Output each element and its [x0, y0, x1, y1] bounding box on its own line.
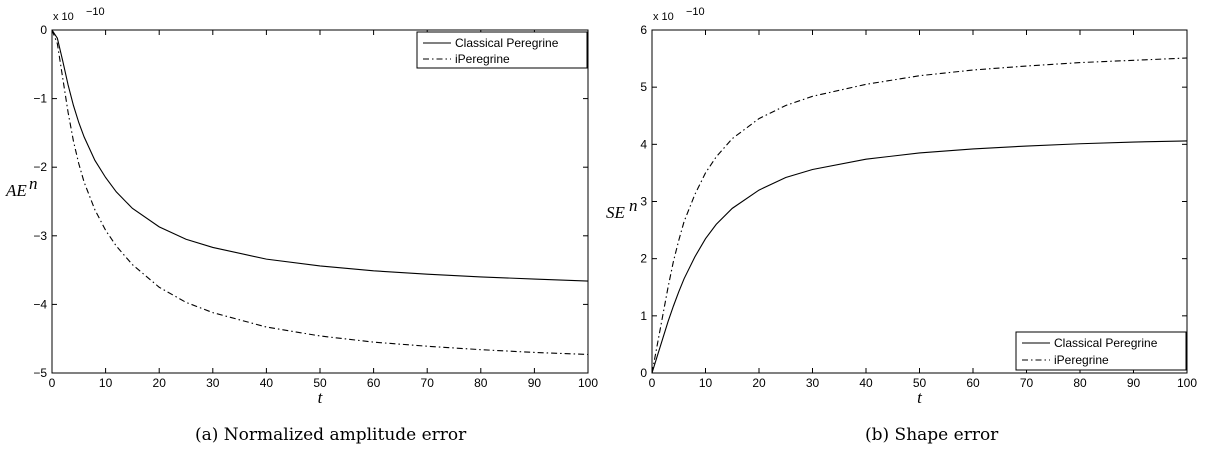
- y-axis-label: SE: [606, 203, 626, 222]
- y-exponent-label: x 10: [653, 11, 674, 23]
- y-axis-label-superscript: n: [29, 174, 38, 193]
- y-tick-label: −4: [33, 297, 47, 311]
- y-tick-label: −5: [33, 366, 47, 380]
- x-tick-label: 90: [1127, 376, 1141, 390]
- y-exponent-power: −10: [686, 6, 705, 18]
- y-tick-label: 3: [640, 195, 647, 209]
- y-exponent-power: −10: [86, 6, 105, 18]
- y-exponent-label: x 10: [53, 11, 74, 23]
- y-tick-label: 1: [640, 309, 647, 323]
- x-tick-label: 40: [260, 376, 274, 390]
- x-tick-label: 70: [1020, 376, 1034, 390]
- x-tick-label: 50: [313, 376, 327, 390]
- x-tick-label: 10: [699, 376, 713, 390]
- series-line-iperegrine: [51, 29, 589, 356]
- x-tick-label: 50: [913, 376, 927, 390]
- y-axis-label-superscript: n: [629, 196, 638, 215]
- x-tick-label: 10: [99, 376, 113, 390]
- legend: Classical Peregrine iPeregrine: [416, 31, 588, 69]
- x-tick-label: 20: [153, 376, 167, 390]
- legend-box: [1015, 331, 1187, 371]
- y-tick-label: 6: [640, 23, 647, 37]
- plot-frame: [51, 29, 589, 374]
- x-tick-label: 80: [474, 376, 488, 390]
- x-axis-label: t: [318, 388, 324, 407]
- x-tick-label: 100: [1177, 376, 1197, 390]
- x-tick-label: 60: [966, 376, 980, 390]
- y-tick-label: 2: [640, 252, 647, 266]
- legend-box: [416, 31, 588, 69]
- series-line-classical-peregrine: [651, 140, 1188, 374]
- x-tick-label: 40: [859, 376, 873, 390]
- x-axis-label: t: [917, 388, 923, 407]
- x-tick-label: 70: [421, 376, 435, 390]
- x-tick-label: 60: [367, 376, 381, 390]
- x-tick-label: 0: [649, 376, 656, 390]
- legend-label: Classical Peregrine: [455, 36, 559, 50]
- chart-shape-error: 0 10 20 30 40 50 60 70 80 90 100 0 1 2 3 4 5 6 x 10 −10 t SE n…: [606, 6, 1197, 445]
- legend-label: iPeregrine: [1054, 353, 1109, 367]
- x-tick-label: 90: [528, 376, 542, 390]
- x-tick-label: 0: [49, 376, 56, 390]
- y-tick-label: −1: [33, 92, 47, 106]
- chart-caption: (b) Shape error: [865, 425, 999, 445]
- plot-frame: [651, 29, 1188, 374]
- y-tick-label: 0: [640, 366, 647, 380]
- y-tick-label: −2: [33, 160, 47, 174]
- y-axis-label: AE: [5, 181, 27, 200]
- legend-label: iPeregrine: [455, 52, 510, 66]
- x-tick-label: 20: [752, 376, 766, 390]
- legend-label: Classical Peregrine: [1054, 336, 1158, 350]
- y-tick-label: 5: [640, 80, 647, 94]
- series-line-iperegrine: [651, 57, 1188, 374]
- chart-caption: (a) Normalized amplitude error: [195, 425, 467, 445]
- x-tick-label: 80: [1073, 376, 1087, 390]
- x-tick-label: 30: [206, 376, 220, 390]
- y-tick-label: 0: [40, 23, 47, 37]
- y-tick-label: 4: [640, 137, 647, 151]
- x-tick-label: 100: [578, 376, 598, 390]
- y-tick-label: −3: [33, 229, 47, 243]
- x-tick-label: 30: [806, 376, 820, 390]
- legend: Classical Peregrine iPeregrine: [1015, 331, 1187, 371]
- series-line-classical-peregrine: [51, 29, 589, 282]
- chart-amplitude-error: 0 10 20 30 40 50 60 70 80 90 100 0 −1 −2 −3 −4 −5 x 10 −10…: [5, 6, 598, 445]
